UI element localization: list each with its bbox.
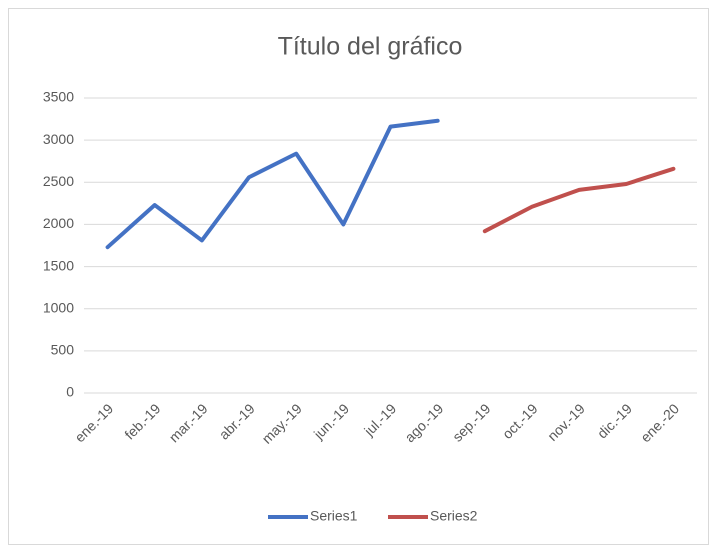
legend-label: Series2 bbox=[430, 508, 478, 524]
y-tick-label: 2000 bbox=[43, 215, 74, 231]
y-tick-label: 500 bbox=[51, 342, 75, 358]
y-tick-label: 3000 bbox=[43, 131, 74, 147]
chart-title: Título del gráfico bbox=[278, 33, 463, 61]
chart-frame bbox=[8, 8, 709, 545]
y-tick-label: 1000 bbox=[43, 299, 74, 315]
y-tick-label: 0 bbox=[66, 384, 74, 400]
y-tick-label: 3500 bbox=[43, 89, 74, 105]
series-line bbox=[105, 118, 440, 250]
legend-label: Series1 bbox=[310, 508, 358, 524]
series-line bbox=[482, 166, 676, 234]
y-tick-label: 2500 bbox=[43, 173, 74, 189]
y-tick-label: 1500 bbox=[43, 257, 74, 273]
